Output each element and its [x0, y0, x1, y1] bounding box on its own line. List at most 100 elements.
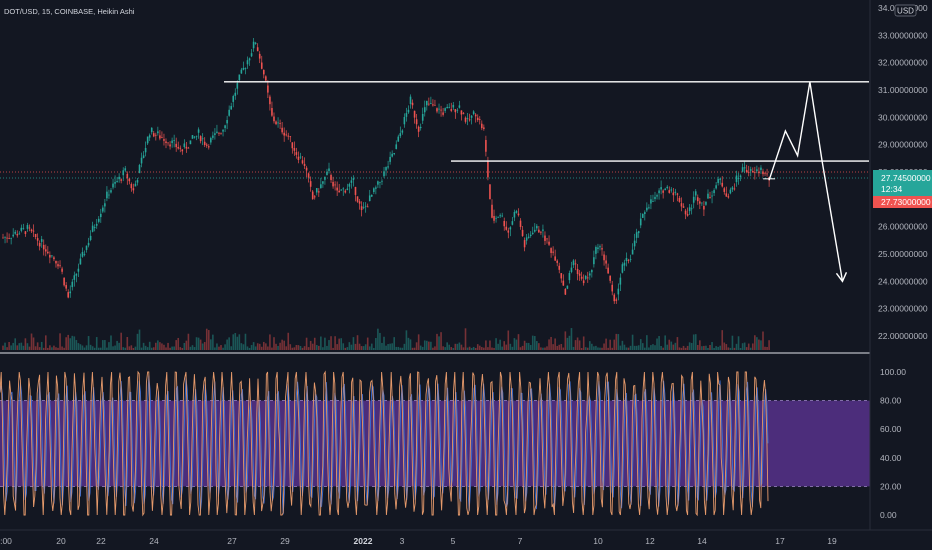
candle-body [87, 242, 90, 246]
volume-bar [38, 347, 41, 350]
time-axis[interactable]: :00 20 22 24 27 29 2022 3 5 7 10 12 14 17 19 [0, 536, 837, 546]
volume-bar [432, 347, 434, 350]
candle-body [654, 196, 656, 200]
volume-bar [699, 340, 701, 350]
candle-body [444, 108, 446, 111]
time-tick-label: 7 [518, 536, 523, 546]
candle-body [171, 140, 173, 144]
candle-body [130, 184, 133, 189]
candle-body [552, 251, 554, 253]
candle-body [26, 225, 29, 229]
candle-body [69, 291, 72, 294]
volume-bar [580, 347, 583, 350]
candle-body [120, 179, 122, 181]
candle-body [570, 267, 573, 273]
candle-body [44, 249, 47, 252]
price-tick-label: 31.00000000 [878, 85, 928, 95]
candle-body [2, 237, 4, 239]
candle-body [165, 141, 167, 143]
price-pane[interactable] [0, 37, 870, 350]
candle-body [362, 207, 365, 209]
candle-body [146, 136, 149, 144]
candle-body [591, 270, 593, 273]
volume-bar [354, 343, 357, 350]
volume-bar [707, 347, 709, 350]
volume-bar [536, 341, 538, 350]
volume-bar [305, 337, 308, 350]
volume-bar [283, 340, 285, 350]
volume-bar [654, 345, 656, 350]
volume-bar [442, 346, 444, 350]
volume-bar [499, 339, 501, 350]
candle-body [8, 238, 10, 239]
volume-bar [358, 343, 361, 350]
candle-body [104, 203, 106, 207]
candle-body [370, 194, 373, 197]
stoch-rsi-pane[interactable] [0, 370, 870, 517]
volume-bar [97, 347, 100, 350]
candle-body [678, 197, 681, 202]
candle-body [690, 208, 693, 210]
volume-bar [226, 339, 228, 350]
candle-body [377, 181, 379, 185]
volume-bar [766, 346, 768, 350]
volume-bar [340, 338, 343, 350]
volume-bar [743, 342, 746, 350]
volume-bar [586, 347, 589, 350]
candle-body [124, 168, 127, 171]
volume-bar [574, 340, 577, 350]
volume-bar [674, 342, 677, 350]
candle-body [452, 104, 455, 108]
volume-bar [682, 345, 685, 350]
candle-body [705, 201, 707, 205]
volume-bar [631, 334, 634, 350]
volume-bar [589, 341, 591, 350]
volume-bar [397, 346, 400, 350]
volume-bar [768, 340, 770, 350]
volume-bar [407, 337, 410, 350]
user-drawings[interactable] [224, 81, 869, 283]
candle-body [49, 255, 51, 258]
volume-bar [93, 347, 96, 350]
candle-body [348, 184, 351, 187]
volume-bar [741, 343, 744, 350]
volume-bar [566, 337, 569, 350]
volume-bar [59, 333, 61, 350]
candle-body [71, 281, 74, 288]
volume-bar [684, 347, 687, 350]
candle-body [536, 225, 538, 229]
volume-bar [723, 342, 726, 350]
volume-bar [366, 337, 369, 350]
candle-body [483, 127, 485, 129]
volume-bar [173, 346, 175, 350]
projection-path[interactable] [768, 81, 844, 282]
volume-bar [163, 344, 165, 350]
volume-bar [542, 347, 544, 350]
candle-body [448, 107, 451, 109]
candle-body [674, 191, 677, 193]
stoch-tick-label: 80.00 [880, 396, 902, 406]
volume-bar [118, 342, 120, 350]
symbol-title[interactable]: DOT/USD, 15, COINBASE, Heikin Ashi [4, 7, 135, 16]
candle-body [118, 176, 120, 180]
volume-bar [100, 347, 102, 350]
candle-body [627, 259, 630, 261]
candle-body [582, 280, 585, 284]
stoch-axis[interactable]: 100.00 80.00 60.00 40.00 20.00 0.00 [880, 367, 906, 520]
candle-body [703, 206, 705, 210]
volume-bar [201, 343, 204, 350]
candle-body [228, 109, 230, 116]
volume-bar [503, 341, 506, 350]
candle-body [218, 132, 220, 134]
currency-badge[interactable]: USD [894, 4, 917, 17]
candle-body [513, 212, 516, 218]
stoch-tick-label: 40.00 [880, 453, 902, 463]
candle-body [546, 238, 548, 240]
candle-body [505, 226, 508, 230]
candle-body [762, 171, 764, 175]
candle-body [456, 109, 459, 111]
time-tick-label: 17 [775, 536, 785, 546]
volume-bar [81, 345, 84, 350]
volume-bar [77, 343, 80, 350]
